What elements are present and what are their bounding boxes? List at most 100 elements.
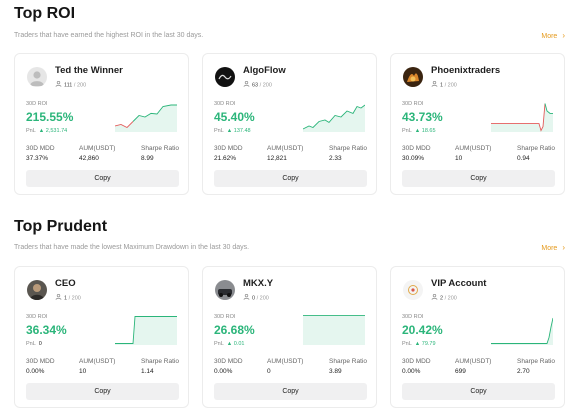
copier-max: / 200 [444,295,457,302]
sharpe-value: 3.89 [329,368,342,375]
aum-value: 10 [79,368,87,375]
user-icon [243,293,250,302]
copier-max: / 200 [259,82,272,89]
avatar[interactable] [27,280,47,300]
pnl-label: PnL [214,128,224,134]
sharpe-value: 8.99 [141,155,154,162]
top-roi-section: Top ROI Traders that have earned the hig… [0,0,581,205]
more-label[interactable]: More [541,245,558,252]
avatar[interactable] [215,67,235,87]
user-icon [55,80,62,89]
roi-value: 26.68% [214,323,255,337]
trader-card[interactable]: CEO 1 / 200 30D ROI 36.34% PnL▲ 0 30D MD… [14,266,189,408]
mdd-value: 0.00% [26,368,45,375]
avatar[interactable] [403,280,423,300]
stat-label: 30D MDD [214,358,243,365]
triangle-up-icon: ▲ [226,341,234,347]
stat-label: Sharpe Ratio [517,358,555,365]
pnl-amount: 0 [38,341,42,347]
section-title: Top ROI [14,5,76,22]
copy-button[interactable]: Copy [214,383,367,400]
triangle-up-icon: ▲ [414,128,422,134]
roi-sparkline [115,316,177,345]
copier-current: 1 [440,82,444,89]
trader-name[interactable]: MKX.Y [243,278,274,289]
roi-label: 30D ROI [26,101,48,107]
stat-label: Sharpe Ratio [141,145,179,152]
trader-name[interactable]: CEO [55,278,76,289]
avatar[interactable] [27,67,47,87]
avatar[interactable] [403,67,423,87]
aum-value: 42,860 [79,155,99,162]
aum-value: 12,821 [267,155,287,162]
pnl-row: PnL▲ 0 [26,341,42,347]
trader-card[interactable]: Phoenixtraders 1 / 200 30D ROI 43.73% Pn… [390,53,565,195]
stat-label: 30D MDD [402,358,431,365]
copy-button[interactable]: Copy [402,170,555,187]
pnl-label: PnL [26,128,36,134]
copy-button[interactable]: Copy [26,383,179,400]
sparkline-line-down [491,103,546,132]
roi-value: 36.34% [26,323,67,337]
pnl-label: PnL [402,128,412,134]
mdd-value: 37.37% [26,155,49,162]
stat-label: AUM(USDT) [455,358,492,365]
roi-label: 30D ROI [26,314,48,320]
pnl-row: PnL ▲ 0.01 [214,341,245,347]
stat-label: AUM(USDT) [79,145,116,152]
avatar[interactable] [215,280,235,300]
trader-card[interactable]: AlgoFlow 63 / 200 30D ROI 45.40% PnL ▲ 13… [202,53,377,195]
mdd-value: 21.62% [214,155,237,162]
more-link[interactable]: More › [541,243,565,252]
pnl-label: PnL [214,341,224,347]
trader-name[interactable]: Ted the Winner [55,65,123,76]
copy-button[interactable]: Copy [214,170,367,187]
copier-count: 0 / 200 [243,293,269,302]
trader-card[interactable]: Ted the Winner 111 / 200 30D ROI 215.55%… [14,53,189,195]
stat-label: Sharpe Ratio [329,358,367,365]
roi-label: 30D ROI [214,101,236,107]
more-link[interactable]: More › [541,31,565,40]
chevron-right-icon: › [562,243,565,252]
copier-current: 2 [440,295,444,302]
roi-label: 30D ROI [402,101,424,107]
copier-max: / 200 [256,295,269,302]
sharpe-value: 1.14 [141,368,154,375]
copier-max: / 200 [73,82,87,89]
pnl-amount: 79.79 [421,341,436,347]
sharpe-value: 2.70 [517,368,530,375]
copier-current: 1 [64,295,68,302]
stat-label: 30D MDD [214,145,243,152]
copier-count: 111 / 200 [55,80,87,89]
copier-count: 1 / 200 [431,80,457,89]
stat-label: Sharpe Ratio [517,145,555,152]
user-icon [431,293,438,302]
pnl-label: PnL [402,341,412,347]
pnl-row: PnL ▲ 79.79 [402,341,436,347]
trader-card[interactable]: MKX.Y 0 / 200 30D ROI 26.68% PnL ▲ 0.01 3… [202,266,377,408]
chevron-right-icon: › [562,31,565,40]
trader-name[interactable]: AlgoFlow [243,65,286,76]
pnl-amount: 18.65 [421,128,436,134]
copy-button[interactable]: Copy [402,383,555,400]
top-prudent-section: Top Prudent Traders that have made the l… [0,205,581,420]
user-icon [431,80,438,89]
trader-card[interactable]: VIP Account 2 / 200 30D ROI 20.42% PnL ▲ … [390,266,565,408]
copier-count: 1 / 200 [55,293,81,302]
copier-count: 2 / 200 [431,293,457,302]
roi-sparkline [303,315,365,345]
trader-name[interactable]: Phoenixtraders [431,65,501,76]
pnl-row: PnL ▲ 137.48 [214,128,251,134]
user-icon [55,293,62,302]
trader-name[interactable]: VIP Account [431,278,487,289]
sparkline-line [132,104,177,122]
copier-current: 111 [64,82,73,89]
more-label[interactable]: More [541,33,558,40]
copy-button[interactable]: Copy [26,170,179,187]
roi-sparkline [115,104,177,132]
sparkline-area [303,105,365,132]
sparkline-line [303,104,365,130]
pnl-value: ▲ 79.79 [415,341,436,347]
copier-count: 63 / 200 [243,80,272,89]
aum-value: 0 [267,368,271,375]
